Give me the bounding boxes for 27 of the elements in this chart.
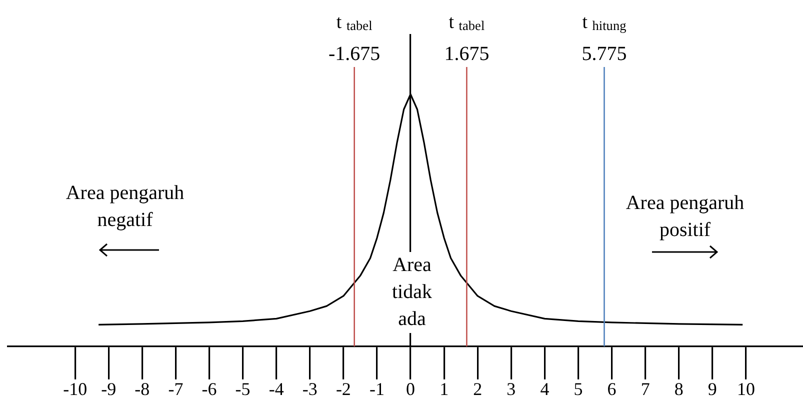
x-tick-label: 1 (440, 378, 449, 399)
x-tick-label: 4 (540, 378, 550, 399)
ref-line-label: t tabel 1.675 (444, 12, 490, 65)
annotation: Area pengaruh negatif (66, 181, 184, 233)
annotation: Area pengaruh positif (626, 191, 744, 243)
annotation: Area tidak ada (390, 252, 434, 333)
x-tick-label: 5 (574, 378, 583, 399)
x-tick-label: -7 (168, 378, 184, 399)
x-tick-label: 7 (640, 378, 650, 399)
ref-line-label: t hitung 5.775 (582, 12, 627, 65)
x-tick-label: -3 (302, 378, 318, 399)
x-tick-label: 3 (506, 378, 516, 399)
x-tick-label: 6 (607, 378, 616, 399)
x-tick-label: -4 (268, 378, 284, 399)
x-tick-label: -5 (235, 378, 250, 399)
x-tick-label: 10 (736, 378, 755, 399)
x-tick-label: 9 (708, 378, 717, 399)
x-tick-label: -6 (202, 378, 217, 399)
x-tick-label: 0 (406, 378, 416, 399)
x-tick-label: -2 (336, 378, 351, 399)
x-tick-label: -1 (369, 378, 384, 399)
x-tick-label: 2 (473, 378, 482, 399)
x-tick-label: -10 (63, 378, 88, 399)
ref-line-label: t tabel -1.675 (328, 12, 380, 65)
x-tick-label: -9 (101, 378, 116, 399)
x-tick-label: -8 (134, 378, 150, 399)
x-tick-label: 8 (674, 378, 684, 399)
